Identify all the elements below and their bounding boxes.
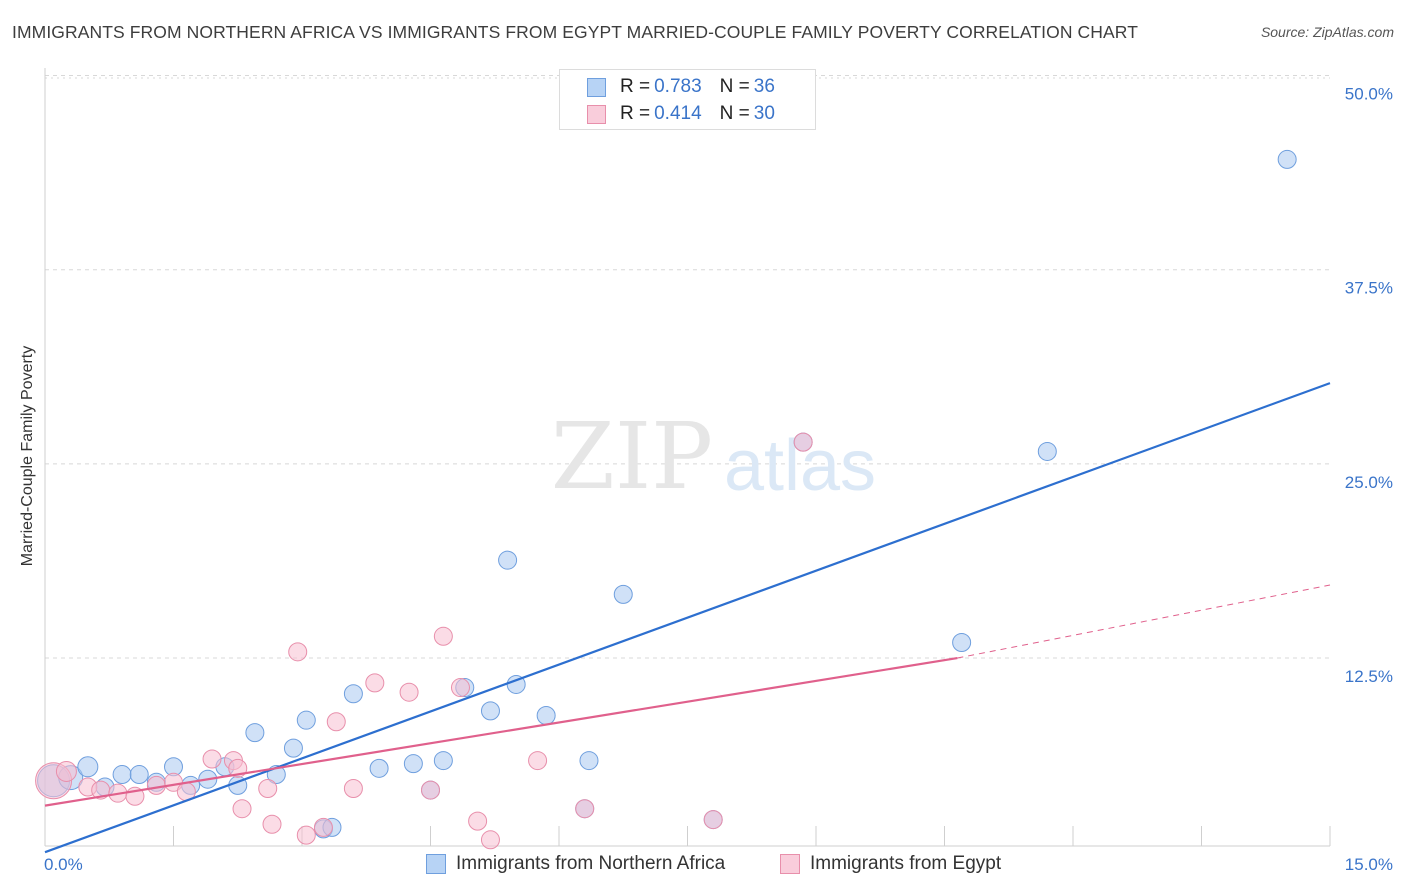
source-label: Source: ZipAtlas.com [1260, 24, 1394, 40]
data-point [146, 775, 166, 795]
data-point [343, 779, 363, 799]
data-point [232, 799, 252, 819]
axes [44, 68, 1331, 847]
data-point [480, 830, 500, 850]
chart-title: IMMIGRANTS FROM NORTHERN AFRICA VS IMMIG… [12, 22, 1138, 42]
data-point [55, 760, 77, 782]
bottom-legend-label: Immigrants from Northern Africa [456, 853, 726, 874]
y-tick-label: 37.5% [1345, 279, 1393, 298]
data-point [343, 684, 363, 704]
grid-lines [45, 75, 1330, 659]
data-point [77, 756, 99, 778]
legend-n-value: 36 [753, 76, 775, 97]
data-point [283, 738, 303, 758]
data-point [421, 780, 440, 800]
x-tick-label: 0.0% [44, 855, 83, 874]
data-point [468, 811, 488, 831]
y-tick-label: 50.0% [1345, 85, 1393, 104]
data-point [288, 642, 308, 662]
trendline-egypt-extension [957, 584, 1331, 659]
data-point [613, 584, 633, 604]
bottom-legend-swatch-blue [426, 854, 446, 874]
data-point [202, 749, 222, 769]
x-tick-label: 15.0% [1345, 855, 1393, 874]
trendline-egypt [44, 656, 958, 807]
data-point [296, 825, 316, 845]
legend-n-label: N = [719, 103, 750, 124]
legend-swatch-pink [587, 105, 606, 124]
data-point [258, 779, 278, 799]
data-point [498, 550, 518, 570]
legend-row-northern-africa: R = 0.783 N = 36 [587, 76, 775, 98]
data-point [326, 712, 346, 732]
bottom-legend-northern-africa: Immigrants from Northern Africa [426, 851, 725, 877]
bottom-legend-egypt: Immigrants from Egypt [780, 851, 1001, 877]
data-point [528, 751, 548, 771]
bottom-legend-swatch-pink [780, 854, 800, 874]
legend-r-label: R = [620, 76, 651, 97]
data-point [480, 701, 500, 721]
trendline-northern-africa [44, 382, 1331, 854]
legend-r-value: 0.414 [654, 103, 702, 124]
data-point [579, 751, 599, 771]
y-tick-label: 25.0% [1345, 473, 1393, 492]
data-point [433, 626, 453, 646]
data-point [129, 765, 149, 785]
legend-row-egypt: R = 0.414 N = 30 [587, 103, 775, 125]
data-point [245, 723, 265, 743]
legend-n-value: 30 [753, 103, 775, 124]
data-point [952, 633, 972, 653]
legend-swatch-blue [587, 78, 606, 97]
data-point [296, 710, 316, 730]
data-point [793, 432, 813, 452]
data-point [313, 817, 333, 837]
data-point [703, 810, 723, 830]
series-egypt [35, 432, 813, 850]
data-point [1277, 149, 1297, 169]
data-point [262, 814, 282, 834]
legend-r-value: 0.783 [654, 76, 702, 97]
data-point [365, 673, 385, 693]
legend-n-label: N = [719, 76, 750, 97]
data-point [399, 682, 419, 702]
data-point [575, 799, 595, 819]
data-point [450, 678, 470, 698]
data-point [433, 751, 453, 771]
bottom-legend-label: Immigrants from Egypt [810, 853, 1002, 874]
watermark-zip: ZIP [551, 403, 713, 510]
tick-labels: 12.5% 25.0% 37.5% 50.0% 0.0% 15.0% [44, 85, 1393, 874]
legend: R = 0.783 N = 36 R = 0.414 N = 30 [559, 69, 816, 130]
data-point [1037, 441, 1057, 461]
legend-r-label: R = [620, 103, 651, 124]
trendlines [44, 382, 1331, 854]
y-tick-label: 12.5% [1345, 667, 1393, 686]
watermark: ZIP atlas [551, 403, 876, 510]
data-point [403, 754, 423, 774]
data-point [369, 758, 389, 778]
data-point [536, 706, 556, 726]
data-point [112, 765, 132, 785]
